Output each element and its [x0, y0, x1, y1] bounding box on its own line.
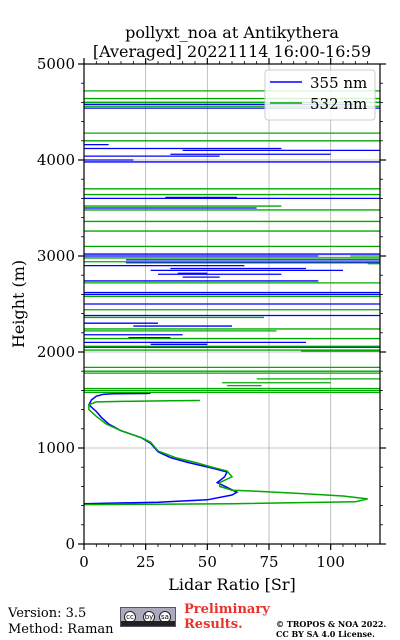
y-tick-label: 3000: [37, 247, 75, 265]
x-tick-label: 100: [316, 553, 345, 571]
legend: 355 nm 532 nm: [264, 69, 376, 121]
legend-label-355: 355 nm: [310, 74, 367, 92]
legend-label-532: 532 nm: [310, 95, 367, 113]
copyright-line2: CC BY SA 4.0 License.: [276, 629, 375, 639]
preliminary-line2: Results.: [184, 617, 243, 632]
version-text: Version: 3.5: [8, 606, 87, 621]
preliminary-notice: Preliminary Results.: [184, 602, 270, 632]
series-1-profile: [84, 399, 368, 506]
badge-strip: [121, 621, 175, 626]
y-axis-label: Height (m): [9, 260, 28, 348]
lidar-ratio-figure: pollyxt_noa at Antikythera [Averaged] 20…: [9, 23, 386, 594]
y-tick-label: 5000: [37, 55, 75, 73]
x-tick-label: 50: [198, 553, 217, 571]
preliminary-line1: Preliminary: [184, 602, 270, 617]
y-tick-label: 1000: [37, 439, 75, 457]
sa-icon: sa: [159, 611, 171, 623]
chart-title-line1: pollyxt_noa at Antikythera: [125, 23, 339, 42]
y-tick-label: 0: [65, 535, 75, 553]
x-axis-label: Lidar Ratio [Sr]: [168, 575, 296, 594]
x-tick-label: 75: [259, 553, 278, 571]
y-tick-label: 4000: [37, 151, 75, 169]
x-tick-label: 0: [79, 553, 89, 571]
footer-info: Version: 3.5 Method: Raman: [8, 606, 114, 638]
copyright-line1: © TROPOS & NOA 2022.: [276, 619, 387, 629]
x-tick-label: 25: [136, 553, 155, 571]
method-text: Method: Raman: [8, 622, 114, 637]
copyright-notice: © TROPOS & NOA 2022. CC BY SA 4.0 Licens…: [276, 619, 386, 639]
cc-license-badge: cc by sa: [120, 607, 176, 627]
chart-title-line2: [Averaged] 20221114 16:00-16:59: [93, 42, 371, 61]
y-tick-label: 2000: [37, 343, 75, 361]
series-1: [84, 90, 380, 506]
